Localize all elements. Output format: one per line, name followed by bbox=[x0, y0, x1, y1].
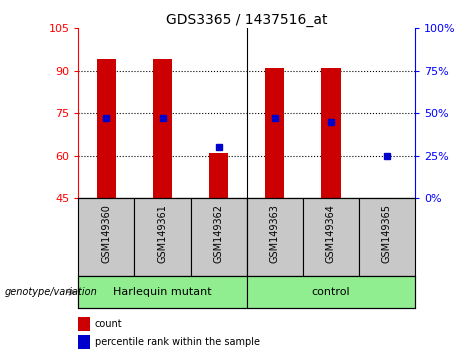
Text: GSM149365: GSM149365 bbox=[382, 205, 392, 263]
Bar bbox=[97, 59, 116, 198]
Bar bbox=[321, 68, 341, 198]
Text: GSM149364: GSM149364 bbox=[326, 205, 336, 263]
Bar bbox=[359, 198, 415, 276]
Text: GSM149362: GSM149362 bbox=[213, 205, 224, 263]
Text: GSM149361: GSM149361 bbox=[158, 205, 167, 263]
Text: GSM149360: GSM149360 bbox=[101, 205, 112, 263]
Bar bbox=[209, 153, 228, 198]
Text: percentile rank within the sample: percentile rank within the sample bbox=[95, 337, 260, 347]
Bar bbox=[303, 198, 359, 276]
Bar bbox=[247, 276, 415, 308]
Bar bbox=[135, 198, 190, 276]
Title: GDS3365 / 1437516_at: GDS3365 / 1437516_at bbox=[166, 13, 327, 27]
Text: GSM149363: GSM149363 bbox=[270, 205, 280, 263]
Text: Harlequin mutant: Harlequin mutant bbox=[113, 287, 212, 297]
Text: genotype/variation: genotype/variation bbox=[5, 287, 97, 297]
Bar bbox=[78, 198, 135, 276]
Text: count: count bbox=[95, 319, 122, 329]
Bar bbox=[153, 59, 172, 198]
Text: control: control bbox=[312, 287, 350, 297]
Bar bbox=[78, 276, 247, 308]
Bar bbox=[265, 68, 284, 198]
Bar bbox=[247, 198, 303, 276]
Bar bbox=[190, 198, 247, 276]
